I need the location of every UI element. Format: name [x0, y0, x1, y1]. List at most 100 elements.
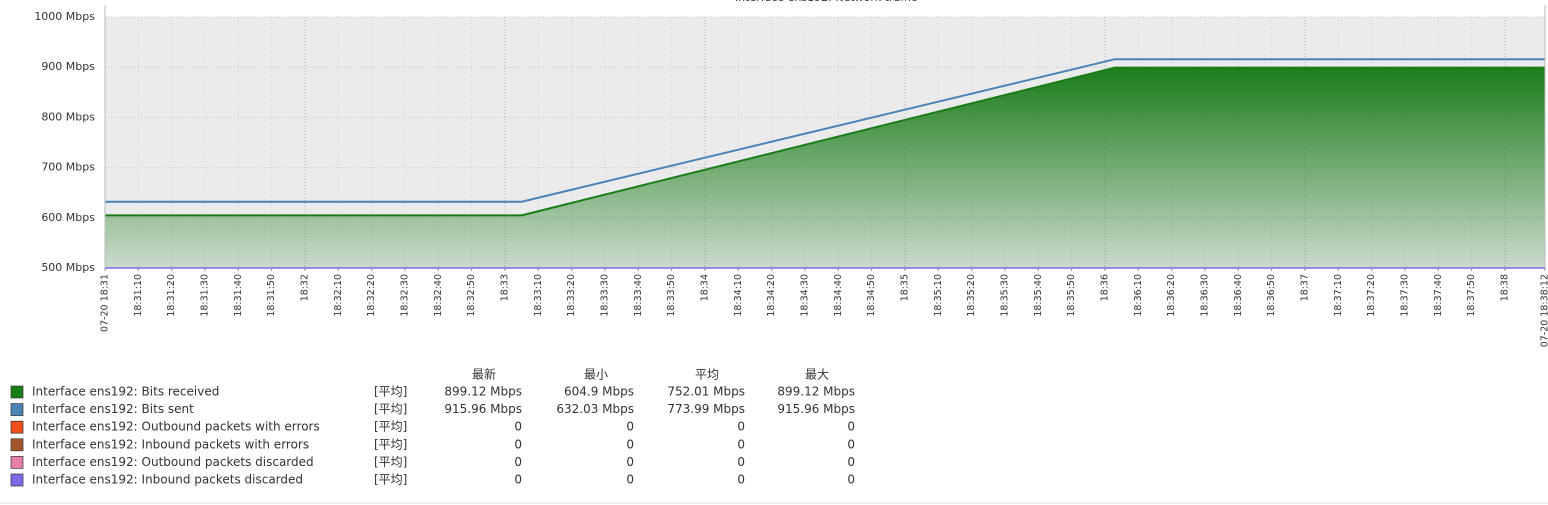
legend-value: 0: [847, 437, 855, 451]
x-tick-label: 18:31:50: [266, 274, 277, 317]
legend-function: [平均]: [374, 437, 407, 451]
x-tick-label: 18:34:10: [733, 274, 744, 317]
legend-value: 632.03 Mbps: [556, 402, 634, 416]
legend-name: Interface ens192: Bits sent: [32, 402, 194, 416]
x-tick-label: 18:31:40: [233, 274, 244, 317]
y-tick-label: 500 Mbps: [41, 261, 95, 274]
x-tick-label: 18:38: [1500, 274, 1511, 301]
x-tick-label: 18:36: [1100, 274, 1111, 301]
legend-value: 0: [847, 473, 855, 487]
x-tick-label: 18:36:20: [1166, 274, 1177, 317]
x-tick-label: 18:34:20: [766, 274, 777, 317]
legend-swatch: [10, 456, 24, 469]
legend-value: 915.96 Mbps: [777, 402, 855, 416]
x-tick-label: 18:37:50: [1466, 274, 1477, 317]
x-tick-label: 18:34: [700, 274, 711, 301]
legend-value: 0: [514, 473, 522, 487]
legend-header: 平均: [695, 368, 719, 382]
legend-value: 899.12 Mbps: [444, 385, 522, 399]
legend-value: 915.96 Mbps: [444, 402, 522, 416]
x-tick-label: 18:37:10: [1333, 274, 1344, 317]
x-tick-label: 18:33: [500, 274, 511, 301]
x-tick-label: 18:33:20: [566, 274, 577, 317]
x-tick-label: 18:35:30: [1000, 274, 1011, 317]
x-tick-label: 18:31:30: [200, 274, 211, 317]
x-tick-label: 18:32: [300, 274, 311, 301]
x-tick-label: 18:37: [1300, 274, 1311, 301]
x-tick-label: 18:33:40: [633, 274, 644, 317]
legend-value: 0: [626, 437, 634, 451]
legend-swatch: [10, 385, 24, 399]
area: [105, 67, 1545, 268]
y-tick-label: 1000 Mbps: [34, 10, 95, 23]
legend-value: 0: [737, 455, 745, 469]
legend-value: 0: [514, 420, 522, 434]
legend-value: 0: [626, 455, 634, 469]
x-tick-label: 18:36:10: [1133, 274, 1144, 317]
legend-value: 0: [514, 455, 522, 469]
legend-value: 0: [737, 437, 745, 451]
legend-header: 最小: [584, 368, 608, 382]
legend-value: 0: [626, 420, 634, 434]
x-tick-label: 18:37:40: [1433, 274, 1444, 317]
x-tick-label: 18:32:50: [466, 274, 477, 317]
legend-name: Interface ens192: Outbound packets with …: [32, 420, 320, 434]
x-tick-label: 18:37:20: [1366, 274, 1377, 317]
legend-name: Interface ens192: Inbound packets discar…: [32, 473, 303, 487]
x-tick-label: 18:36:40: [1233, 274, 1244, 317]
x-tick-label: 18:32:30: [400, 274, 411, 317]
x-tick-label: 18:33:50: [666, 274, 677, 317]
legend-function: [平均]: [374, 420, 407, 434]
x-tick-label: 18:34:50: [866, 274, 877, 317]
legend-value: 0: [737, 473, 745, 487]
x-tick-label: 18:31:20: [166, 274, 177, 317]
legend-function: [平均]: [374, 473, 407, 487]
x-tick-label: 07-20 18:31: [100, 274, 111, 332]
x-tick-label: 18:32:40: [433, 274, 444, 317]
legend-value: 773.99 Mbps: [667, 402, 745, 416]
x-tick-label: 18:33:10: [533, 274, 544, 317]
legend-value: 0: [847, 455, 855, 469]
y-tick-label: 700 Mbps: [41, 161, 95, 174]
legend-swatch: [10, 403, 24, 416]
legend-header: 最大: [805, 368, 829, 382]
legend-function: [平均]: [374, 402, 407, 416]
legend-swatch: [10, 420, 24, 434]
x-tick-label: 18:35:50: [1066, 274, 1077, 317]
chart-title: Interface ens192: Network traffic: [735, 0, 917, 4]
x-tick-label: 18:35:10: [933, 274, 944, 317]
legend-swatch: [10, 438, 24, 452]
x-tick-label: 18:36:30: [1200, 274, 1211, 317]
legend-name: Interface ens192: Bits received: [32, 385, 219, 399]
y-tick-label: 900 Mbps: [41, 60, 95, 73]
legend-value: 0: [737, 420, 745, 434]
legend-function: [平均]: [374, 385, 407, 399]
y-tick-label: 600 Mbps: [41, 211, 95, 224]
x-tick-label: 18:37:30: [1400, 274, 1411, 317]
x-tick-label: 18:31:10: [133, 274, 144, 317]
legend-value: 604.9 Mbps: [564, 385, 634, 399]
legend-value: 0: [626, 473, 634, 487]
x-tick-label: 18:35:20: [966, 274, 977, 317]
legend-value: 0: [847, 420, 855, 434]
x-tick-label: 18:33:30: [600, 274, 611, 317]
legend-name: Interface ens192: Outbound packets disca…: [32, 455, 314, 469]
series-layer: [105, 58, 1545, 268]
x-tick-label: 18:34:40: [833, 274, 844, 317]
y-tick-label: 800 Mbps: [41, 110, 95, 123]
legend-value: 752.01 Mbps: [667, 385, 745, 399]
x-tick-label: 18:34:30: [800, 274, 811, 317]
line: [105, 66, 1545, 217]
x-tick-label: 18:35:40: [1033, 274, 1044, 317]
legend-value: 0: [514, 437, 522, 451]
legend-name: Interface ens192: Inbound packets with e…: [32, 437, 309, 451]
legend-header: 最新: [472, 367, 496, 382]
x-tick-label: 18:32:20: [366, 274, 377, 317]
legend-value: 899.12 Mbps: [777, 385, 855, 399]
x-tick-label: 18:32:10: [333, 274, 344, 317]
legend-function: [平均]: [374, 455, 407, 469]
x-tick-label: 18:35: [900, 274, 911, 301]
x-tick-label: 07-20 18:38:12: [1540, 274, 1548, 347]
